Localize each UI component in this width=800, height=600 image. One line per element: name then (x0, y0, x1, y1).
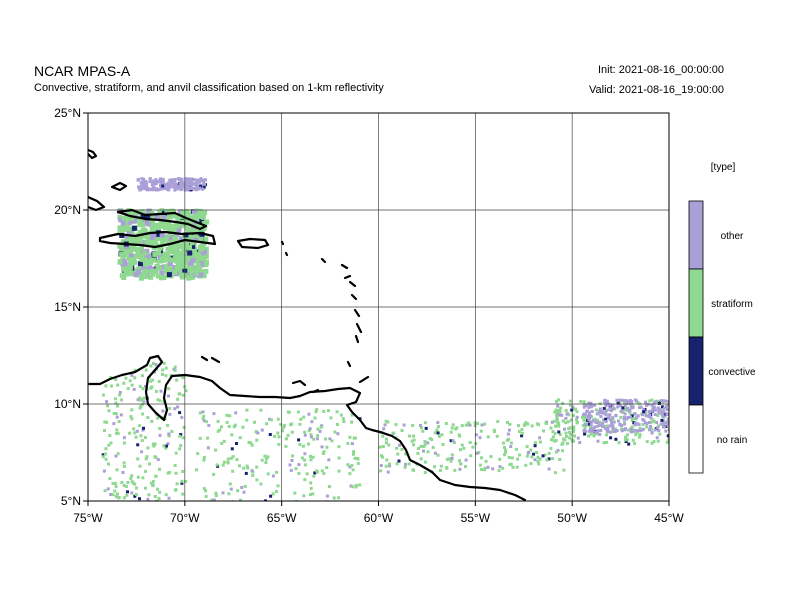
legend-swatch-other (688, 200, 704, 270)
precip-region-stratiform-0 (117, 208, 210, 281)
coastline-cuba-east (116, 208, 208, 231)
y-tick-label: 5°N (61, 494, 81, 508)
precip-region-stratiform-4 (378, 419, 566, 475)
plot-title: NCAR MPAS-A (34, 63, 131, 79)
legend-swatch-convective (688, 336, 704, 406)
y-tick-label: 20°N (54, 203, 81, 217)
axis-ticks (83, 112, 670, 506)
precip-region-stratiform-3 (195, 408, 362, 501)
x-tick-label: 75°W (73, 511, 103, 525)
x-tick-label: 70°W (170, 511, 200, 525)
x-tick-label: 45°W (654, 511, 684, 525)
precip-region-other-6 (582, 398, 669, 434)
x-tick-label: 65°W (267, 511, 297, 525)
legend-label-no_rain: no rain (717, 435, 748, 446)
coastline-jamaica (110, 181, 128, 192)
legend-label-other: other (721, 231, 744, 242)
legend-colorbar: other stratiform convective no rain (688, 200, 756, 474)
legend-swatch-stratiform (688, 268, 704, 338)
graticule (88, 113, 669, 501)
y-tick-label: 15°N (54, 300, 81, 314)
plot-subtitle: Convective, stratiform, and anvil classi… (34, 82, 384, 94)
legend-label-convective: convective (708, 367, 756, 378)
precip-region-stratiform-2 (101, 361, 188, 501)
x-tick-label: 60°W (364, 511, 394, 525)
y-tick-label: 25°N (54, 106, 81, 120)
legend-label-stratiform: stratiform (711, 299, 753, 310)
legend-title: [type] (711, 162, 736, 173)
coastline-south-america (88, 354, 527, 501)
coastline-abc-islands (200, 355, 320, 394)
precip-region-other-1 (136, 177, 207, 192)
y-axis-labels: 25°N 20°N 15°N 10°N 5°N (54, 106, 81, 508)
x-tick-label: 55°W (461, 511, 491, 525)
coastline-puerto-rico (236, 237, 270, 250)
coastline-hispaniola (98, 230, 217, 249)
valid-time: Valid: 2021-08-16_19:00:00 (589, 84, 724, 96)
precip-classification-layer (101, 177, 669, 501)
legend-swatch-no_rain (688, 404, 704, 474)
init-time: Init: 2021-08-16_00:00:00 (598, 64, 724, 76)
coastline-cuba (88, 148, 106, 212)
x-axis-labels: 75°W 70°W 65°W 60°W 55°W 50°W 45°W (73, 511, 684, 525)
x-tick-label: 50°W (557, 511, 587, 525)
coastline-layer (88, 148, 527, 501)
coastline-lesser-antilles (280, 240, 370, 384)
y-tick-label: 10°N (54, 397, 81, 411)
